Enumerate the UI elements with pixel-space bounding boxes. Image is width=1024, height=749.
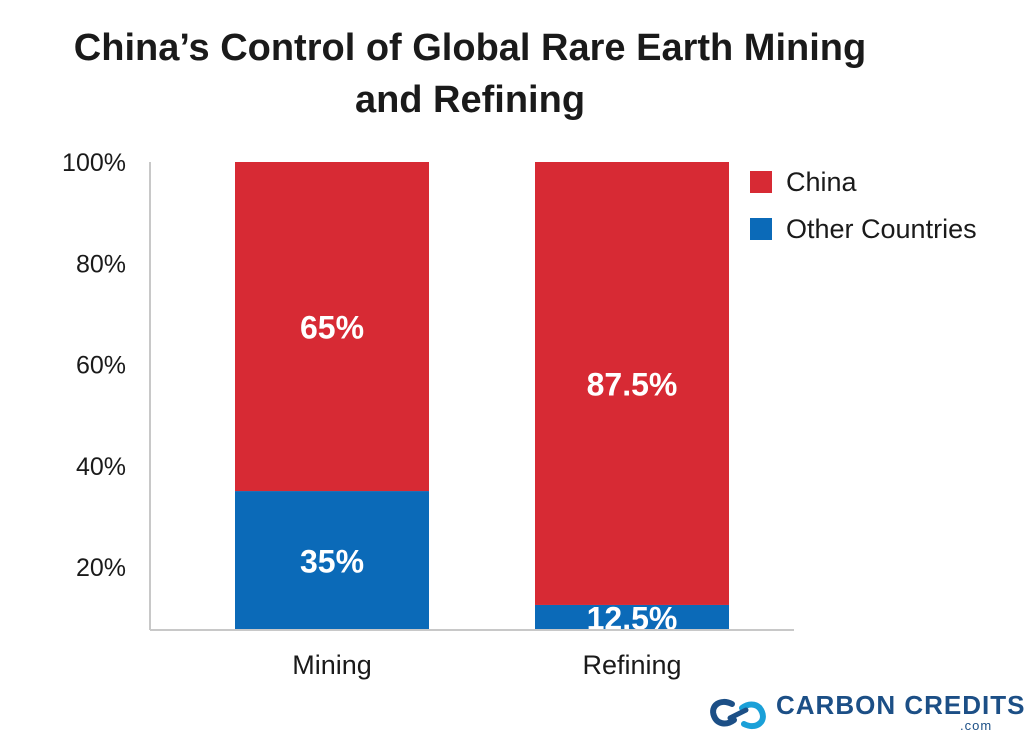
legend-swatch-other-countries: [750, 218, 772, 240]
brand-logo: CARBON CREDITS .com: [708, 690, 1024, 740]
data-label-mining-china: 65%: [300, 310, 364, 346]
x-tick-label: Refining: [582, 650, 681, 680]
brand-name: CARBON CREDITS: [776, 690, 1024, 720]
chart-title: China’s Control of Global Rare Earth Min…: [73, 27, 867, 121]
y-tick-label: 60%: [76, 352, 126, 380]
x-tick-label: Mining: [292, 650, 372, 680]
legend-swatch-china: [750, 171, 772, 193]
legend-label-other-countries: Other Countries: [786, 214, 977, 244]
brand-suffix: .com: [960, 718, 993, 733]
y-tick-label: 40%: [76, 453, 126, 481]
x-axis-ticks: Mining Refining: [292, 650, 681, 680]
data-label-refining-other-countries: 12.5%: [587, 600, 678, 636]
legend: China Other Countries: [750, 167, 977, 244]
bar-mining-china: [235, 162, 429, 492]
data-label-mining-other-countries: 35%: [300, 544, 364, 580]
data-label-refining-china: 87.5%: [587, 366, 678, 402]
bars: 35% 65% 12.5% 87.5%: [235, 162, 729, 636]
bar-refining-china: [535, 162, 729, 605]
y-tick-label: 20%: [76, 554, 126, 582]
y-tick-label: 80%: [76, 250, 126, 278]
y-axis-ticks: 20% 40% 60% 80% 100%: [62, 149, 126, 582]
y-tick-label: 100%: [62, 149, 126, 177]
bar-mining-other-countries: [235, 491, 429, 630]
bar-refining-other-countries: [535, 604, 729, 630]
chain-link-icon: [710, 698, 766, 730]
legend-label-china: China: [786, 167, 858, 197]
